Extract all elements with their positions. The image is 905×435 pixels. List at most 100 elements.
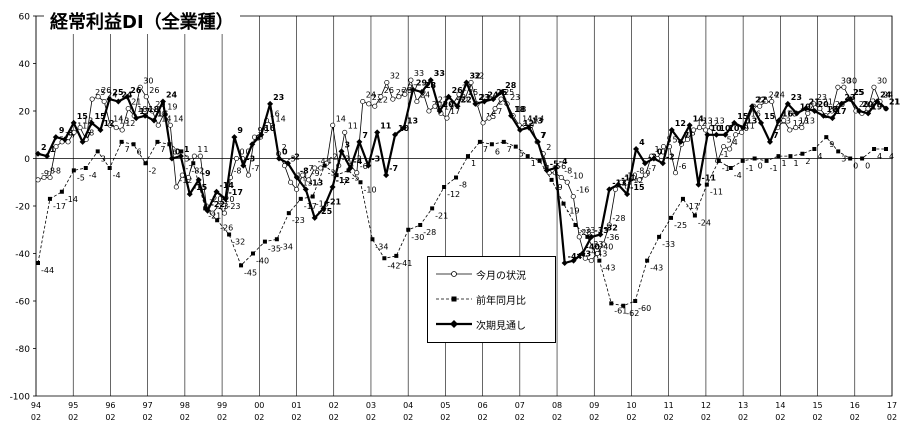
data-label: -24 xyxy=(698,219,711,228)
data-point xyxy=(142,112,149,119)
data-label: -16 xyxy=(576,186,589,195)
data-label: -23 xyxy=(215,202,228,211)
data-label: 24 xyxy=(166,91,178,100)
data-label: 0 xyxy=(660,148,665,157)
data-point xyxy=(155,139,160,144)
data-label: 2 xyxy=(546,143,551,152)
data-label: -5 xyxy=(77,173,85,182)
data-label: -2 xyxy=(196,166,204,175)
x-tick-label-month: 02 xyxy=(589,413,599,422)
data-point xyxy=(489,142,494,147)
data-label: -33 xyxy=(582,226,595,235)
data-point xyxy=(107,122,113,128)
data-label: 3 xyxy=(184,154,189,163)
data-point xyxy=(618,179,624,185)
data-label: -40 xyxy=(586,243,601,252)
data-point xyxy=(426,108,432,114)
data-point xyxy=(97,127,104,133)
data-point xyxy=(79,138,86,145)
data-point xyxy=(442,185,447,189)
data-point xyxy=(203,206,208,211)
data-point xyxy=(400,124,407,131)
data-label: 16 xyxy=(157,110,169,119)
data-label: 7 xyxy=(71,131,76,140)
data-point xyxy=(250,251,255,256)
data-label: -20 xyxy=(209,195,222,204)
y-tick-label: 40 xyxy=(19,60,31,70)
data-point xyxy=(677,138,684,145)
data-point xyxy=(585,234,590,239)
data-point xyxy=(71,129,77,135)
x-tick-label-year: 15 xyxy=(812,401,822,410)
data-label: 30 xyxy=(847,76,857,85)
data-label: -23 xyxy=(292,216,305,225)
data-label: 10 xyxy=(719,124,731,133)
data-point xyxy=(430,206,435,211)
data-label: 22 xyxy=(378,95,388,104)
data-point xyxy=(621,303,626,308)
data-label: -19 xyxy=(567,207,580,216)
data-point xyxy=(133,115,140,122)
data-label: 13 xyxy=(532,117,543,126)
data-label: -8 xyxy=(300,167,309,176)
data-point xyxy=(860,156,865,161)
data-point xyxy=(883,105,889,112)
data-point xyxy=(276,155,283,162)
data-point xyxy=(884,147,888,151)
data-label: 2 xyxy=(282,143,287,152)
legend-label-2: 前年同月比 xyxy=(476,295,526,307)
data-point xyxy=(641,160,648,167)
data-point xyxy=(177,153,184,160)
data-point xyxy=(330,122,336,128)
data-point xyxy=(606,186,613,193)
y-tick-label: -40 xyxy=(15,250,30,260)
data-point xyxy=(633,146,640,152)
x-tick-label-month: 02 xyxy=(366,413,376,422)
data-point xyxy=(468,79,474,86)
x-tick-label-month: 02 xyxy=(68,413,78,422)
data-label: 7 xyxy=(160,145,165,154)
data-point xyxy=(284,160,291,167)
data-label: 26 xyxy=(149,86,159,95)
data-label: -32 xyxy=(232,238,245,247)
data-point xyxy=(522,122,528,128)
data-label: 3 xyxy=(344,140,350,149)
x-tick-label-year: 17 xyxy=(887,401,897,410)
data-point xyxy=(409,86,416,93)
data-label: 13 xyxy=(703,117,713,126)
data-label: 1 xyxy=(203,145,208,154)
data-point xyxy=(151,117,158,124)
data-point xyxy=(286,211,291,216)
data-label: -36 xyxy=(606,233,619,242)
data-label: -4 xyxy=(734,171,742,180)
x-tick-label-year: 14 xyxy=(775,401,785,410)
data-label: 3 xyxy=(841,154,846,163)
data-point xyxy=(406,227,411,232)
data-point xyxy=(113,125,119,131)
data-point xyxy=(338,148,345,155)
data-point xyxy=(300,172,306,178)
data-label: 7 xyxy=(507,145,512,154)
data-point xyxy=(342,129,348,135)
y-tick-label: 0 xyxy=(24,155,30,165)
data-label: 12 xyxy=(675,119,686,128)
data-label: -2 xyxy=(148,166,156,175)
data-point xyxy=(588,258,594,264)
data-label: -33 xyxy=(662,240,675,249)
data-point xyxy=(766,138,773,145)
data-point xyxy=(444,115,450,121)
data-point xyxy=(370,237,375,242)
data-label: -12 xyxy=(630,176,643,185)
data-label: 10 xyxy=(728,124,740,133)
data-point xyxy=(537,158,542,163)
data-point xyxy=(88,119,95,126)
data-point xyxy=(436,108,443,114)
data-point xyxy=(312,165,318,171)
data-point xyxy=(793,110,800,117)
data-label: 12 xyxy=(523,119,534,128)
data-label: -13 xyxy=(309,178,323,187)
data-label: -34 xyxy=(280,242,293,251)
data-label: 8 xyxy=(68,129,74,138)
x-tick-label-month: 02 xyxy=(701,413,711,422)
data-label: 11 xyxy=(380,121,392,130)
